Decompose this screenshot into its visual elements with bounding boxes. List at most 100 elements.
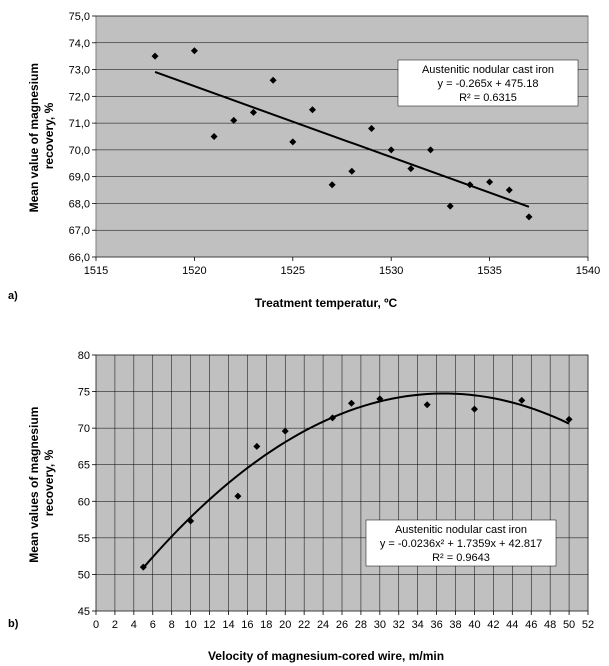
y-tick-label: 68,0: [69, 198, 90, 210]
x-tick-label: 52: [582, 619, 594, 631]
x-tick-label: 48: [544, 619, 556, 631]
chart-a-trendline: [154, 71, 530, 208]
x-tick-label: 20: [279, 619, 291, 631]
data-point: [368, 124, 376, 132]
x-tick-label: 12: [203, 619, 215, 631]
data-point: [470, 405, 478, 413]
x-tick-label: 10: [184, 619, 196, 631]
x-tick-label: 40: [468, 619, 480, 631]
x-tick-label: 30: [374, 619, 386, 631]
data-point: [525, 213, 533, 221]
x-tick-label: 1525: [281, 265, 305, 277]
x-tick-label: 28: [355, 619, 367, 631]
x-tick-label: 6: [150, 619, 156, 631]
data-point: [187, 517, 195, 525]
chart-b-x-tick-labels: 0 2 4 6 8 10 12 14 16 18 20 22 24 26 28 30 32 34 36 38 40 42 4…: [93, 619, 594, 631]
x-tick-label: 22: [298, 619, 310, 631]
chart-a-panel-label: a): [8, 290, 18, 302]
chart-a-annotation-box: Austenitic nodular cast iron y = -0.265x…: [397, 59, 579, 107]
data-point: [151, 52, 159, 60]
x-tick-label: 1520: [182, 265, 206, 277]
x-tick-label: 2: [112, 619, 118, 631]
data-point: [253, 442, 261, 450]
y-tick-label: 71,0: [69, 118, 90, 130]
y-tick-label: 55: [78, 533, 90, 545]
data-point: [505, 186, 513, 194]
data-point: [329, 414, 337, 422]
data-point: [347, 399, 355, 407]
x-tick-label: 32: [393, 619, 405, 631]
x-tick-label: 0: [93, 619, 99, 631]
y-tick-label: 50: [78, 569, 90, 581]
chart-b-gridlines: [92, 354, 589, 615]
data-point: [407, 165, 415, 173]
chart-b-data-points: [139, 395, 573, 571]
x-tick-label: 4: [131, 619, 137, 631]
chart-a-annotation-line-2: y = -0.265x + 475.18: [438, 78, 539, 90]
chart-a: 66,0 67,0 68,0 69,0 70,0 71,0 72,0 73,0 74,0 75,0…: [8, 11, 600, 310]
x-tick-label: 1535: [477, 265, 501, 277]
y-tick-label: 70,0: [69, 145, 90, 157]
chart-a-annotation-line-3: R² = 0.6315: [459, 92, 517, 104]
chart-b-annotation-line-3: R² = 0.9643: [432, 552, 490, 564]
data-point: [348, 167, 356, 175]
x-tick-label: 38: [449, 619, 461, 631]
x-tick-label: 8: [169, 619, 175, 631]
y-tick-label: 75: [78, 387, 90, 399]
x-tick-label: 1540: [576, 265, 600, 277]
x-tick-label: 1530: [379, 265, 403, 277]
chart-b-panel-label: b): [8, 618, 19, 630]
y-tick-label: 70: [78, 423, 90, 435]
x-tick-label: 44: [506, 619, 518, 631]
y-tick-label: 60: [78, 496, 90, 508]
y-tick-label: 75,0: [69, 11, 90, 23]
y-tick-label: 65: [78, 460, 90, 472]
data-point: [281, 427, 289, 435]
y-tick-label: 45: [78, 606, 90, 618]
x-tick-label: 42: [487, 619, 499, 631]
data-point: [446, 202, 454, 210]
x-tick-label: 14: [222, 619, 234, 631]
y-tick-label: 67,0: [69, 225, 90, 237]
chart-a-x-axis-title: Treatment temperatur, ºC: [255, 296, 398, 310]
y-tick-label: 72,0: [69, 91, 90, 103]
x-tick-label: 46: [525, 619, 537, 631]
data-point: [289, 138, 297, 146]
data-point: [387, 146, 395, 154]
data-point: [190, 47, 198, 55]
chart-b-annotation-line-2: y = -0.0236x² + 1.7359x + 42.817: [380, 538, 542, 550]
data-point: [308, 106, 316, 114]
chart-b-annotation-box: Austenitic nodular cast iron y = -0.0236…: [365, 519, 557, 567]
data-point: [230, 116, 238, 124]
y-tick-label: 74,0: [69, 38, 90, 50]
chart-a-data-points: [151, 47, 533, 221]
data-point: [427, 146, 435, 154]
chart-a-annotation-line-1: Austenitic nodular cast iron: [422, 64, 554, 76]
x-tick-label: 24: [317, 619, 329, 631]
data-point: [466, 181, 474, 189]
data-point: [423, 401, 431, 409]
data-point: [234, 492, 242, 500]
x-tick-label: 1515: [84, 265, 108, 277]
y-tick-label: 69,0: [69, 172, 90, 184]
x-tick-label: 16: [241, 619, 253, 631]
y-tick-label: 73,0: [69, 65, 90, 77]
data-point: [486, 178, 494, 186]
x-tick-label: 26: [336, 619, 348, 631]
x-tick-label: 18: [260, 619, 272, 631]
y-tick-label: 80: [78, 350, 90, 362]
chart-b-trendline: [142, 392, 570, 569]
data-point: [328, 181, 336, 189]
y-tick-label: 66,0: [69, 252, 90, 264]
chart-b-annotation-line-1: Austenitic nodular cast iron: [395, 524, 527, 536]
data-point: [376, 395, 384, 403]
x-tick-label: 50: [563, 619, 575, 631]
chart-a-plot-area: [95, 15, 589, 258]
chart-a-y-tick-labels: 66,0 67,0 68,0 69,0 70,0 71,0 72,0 73,0 74,0 75,0: [69, 11, 90, 264]
trendline-curve: [142, 392, 570, 569]
data-point: [139, 563, 147, 571]
chart-b-x-axis-title: Velocity of magnesium-cored wire, m/min: [208, 649, 444, 663]
data-point: [565, 415, 573, 423]
